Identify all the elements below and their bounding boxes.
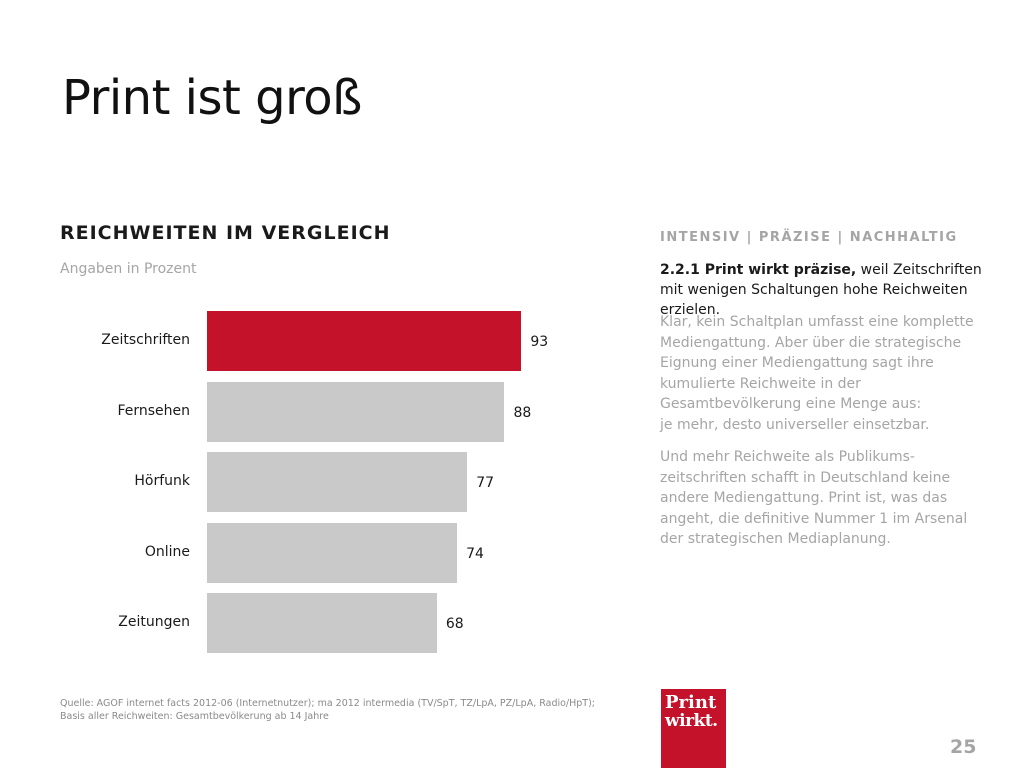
- category-label: Fernsehen: [117, 402, 190, 419]
- chart-title: REICHWEITEN IM VERGLEICH: [60, 222, 391, 244]
- category-label: Zeitschriften: [101, 332, 190, 348]
- value-label: 74: [466, 545, 484, 562]
- category-label: Zeitungen: [118, 614, 190, 630]
- sidebar-lead-rest: weil Zeitschriften mit wenigen Schaltung…: [660, 262, 982, 318]
- bar-online: [207, 522, 458, 583]
- logo-line-1: Print: [665, 692, 717, 713]
- value-label: 77: [476, 475, 495, 491]
- sidebar-lead: 2.2.1 Print wirkt präzise, weil Zeitschr…: [660, 260, 1005, 320]
- sidebar-paragraph-2: Und mehr Reichweite als Publikums- zeits…: [660, 449, 968, 547]
- category-label: Hörfunk: [134, 473, 190, 489]
- category-label: Online: [144, 543, 190, 560]
- bar-zeitschriften: [207, 311, 522, 371]
- sidebar-lead-bold: 2.2.1 Print wirkt präzise,: [660, 262, 857, 278]
- bar-chart: Zeitschriften 93 Fernsehen 88 Hörfunk 77 Onlin…: [101, 311, 549, 653]
- slide-title: Print ist groß: [62, 70, 362, 126]
- logo-line-2: wirkt.: [665, 711, 718, 731]
- source-note: Quelle: AGOF internet facts 2012-06 (Int…: [60, 698, 596, 722]
- value-label: 88: [513, 404, 532, 421]
- print-wirkt-logo: Print wirkt.: [661, 689, 726, 768]
- value-label: 93: [530, 334, 549, 350]
- value-label: 68: [445, 616, 464, 632]
- page-number: 25: [950, 736, 977, 758]
- bar-zeitungen: [207, 593, 437, 653]
- bar-fernsehen: [207, 381, 505, 442]
- bar-hörfunk: [207, 452, 468, 512]
- chart-subtitle: Angaben in Prozent: [60, 261, 197, 277]
- sidebar-paragraph-1: Klar, kein Schaltplan umfasst eine kompl…: [660, 314, 974, 433]
- sidebar-heading: INTENSIV | PRÄZISE | NACHHALTIG: [660, 230, 958, 245]
